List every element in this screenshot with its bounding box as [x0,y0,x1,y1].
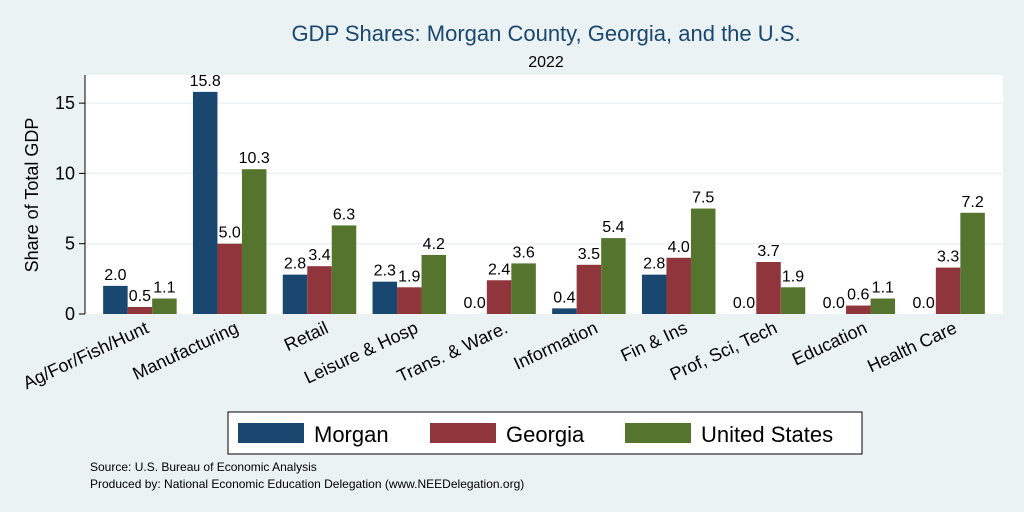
data-label: 2.8 [643,256,665,273]
data-labels: 2.00.5 1.115.85.010.32.8 3.46.32.3 1.94.20.… [104,73,984,312]
bar-georgia [576,264,602,314]
data-label: 1.1 [153,280,175,297]
data-label: 3.7 [757,243,779,260]
data-label: 3.4 [308,247,330,264]
data-label: 15.8 [190,73,221,90]
bar-united-states [152,298,177,314]
data-label: 3.5 [578,246,600,263]
data-label: 4.2 [423,236,445,253]
data-label: 2.8 [284,256,306,273]
y-tick-label: 15 [55,93,75,113]
data-label: 5.4 [602,219,624,236]
data-label: 4.0 [668,239,690,256]
bar-united-states [690,208,716,314]
bar-united-states [601,238,626,314]
y-tick-label: 5 [65,234,75,254]
bar-united-states [241,169,267,314]
data-label: 1.1 [872,280,894,297]
y-tick-label: 10 [55,163,75,183]
bar-georgia [846,305,871,314]
data-label: 1.9 [782,268,804,285]
data-label: 6.3 [333,206,355,223]
bar-united-states [780,287,806,314]
bar-morgan [372,281,398,314]
x-tick-label: Ag/For/Fish/Hunt [20,317,152,393]
legend-box [227,411,863,455]
bar-georgia [217,243,242,314]
data-label: 2.3 [374,263,396,280]
data-label: 0.0 [823,295,845,312]
x-tick-label: Fin & Ins [618,317,691,365]
data-label: 5.0 [219,225,241,242]
data-label: 10.3 [239,150,270,167]
producer-note: Produced by: National Economic Education… [90,477,524,491]
bars [103,91,985,314]
bar-united-states [511,263,536,314]
legend-swatch [625,423,691,443]
y-axis-label: Share of Total GDP [22,118,42,273]
data-label: 2.0 [104,267,126,284]
bar-georgia [307,266,332,314]
legend-label: Georgia [506,422,585,447]
bar-georgia [486,280,512,314]
legend: Morgan Georgia United States [227,411,863,455]
bar-united-states [421,254,447,314]
y-axis-ticks: 0 5 10 15 [55,93,85,324]
data-label: 0.5 [129,288,151,305]
bar-morgan [282,274,308,314]
bar-morgan [552,308,577,314]
x-tick-label: Information [511,317,601,373]
data-label: 0.0 [733,295,755,312]
chart-subtitle: 2022 [528,54,564,71]
bar-morgan [103,285,128,314]
chart-title: GDP Shares: Morgan County, Georgia, and … [291,21,800,46]
bar-georgia [756,261,781,314]
x-tick-label: Education [789,317,870,369]
data-label: 3.6 [512,244,534,261]
legend-label: United States [701,422,833,447]
data-label: 7.2 [961,194,983,211]
bar-united-states [870,298,896,314]
bar-georgia [666,257,691,314]
bar-georgia [127,306,153,314]
bar-united-states [960,212,985,314]
data-label: 3.3 [937,249,959,266]
source-note: Source: U.S. Bureau of Economic Analysis [90,460,317,474]
x-tick-label: Retail [281,317,331,355]
legend-swatch [430,423,496,443]
data-label: 0.6 [847,287,869,304]
bar-morgan [641,274,667,314]
legend-swatch [238,423,304,443]
data-label: 0.4 [553,289,575,306]
bar-georgia [935,267,961,314]
data-label: 2.4 [488,261,510,278]
legend-label: Morgan [314,422,389,447]
data-label: 0.0 [912,295,934,312]
bar-morgan [192,91,218,314]
y-tick-label: 0 [65,304,75,324]
data-label: 7.5 [692,190,714,207]
bar-georgia [397,287,422,314]
bar-united-states [331,225,357,314]
data-label: 0.0 [463,295,485,312]
x-tick-label: Health Care [864,317,960,376]
data-label: 1.9 [398,268,420,285]
